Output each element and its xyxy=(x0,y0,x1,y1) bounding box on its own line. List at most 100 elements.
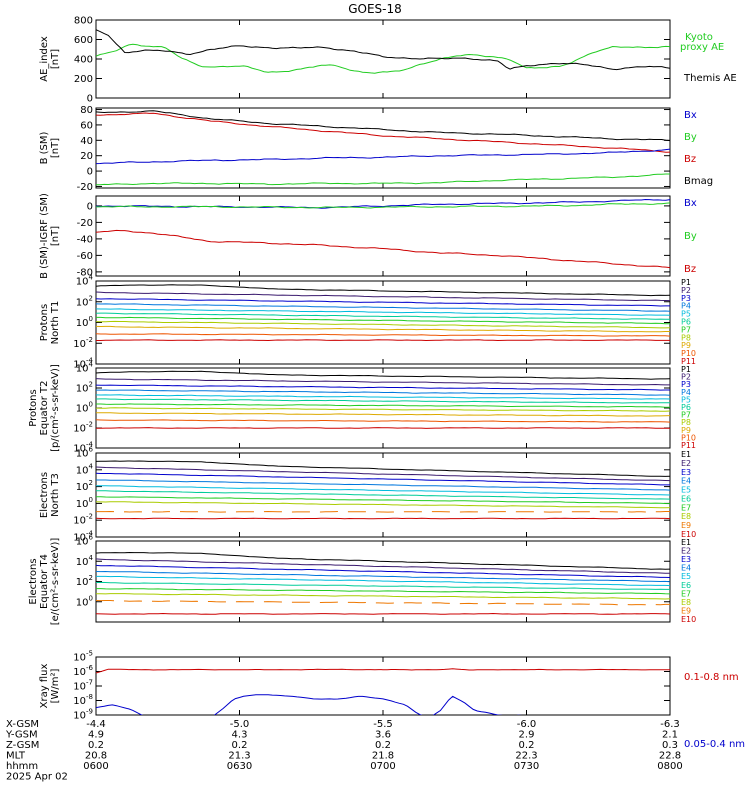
legend-entry: P7 xyxy=(681,411,691,420)
panel-5: 104 102 100 10-2 10-4 Protons Equator T2 [p/(cm… xyxy=(28,361,696,455)
channel-line xyxy=(96,320,670,329)
y-tick-label: 100 xyxy=(76,594,93,608)
y-tick-label: 106 xyxy=(76,534,94,548)
x-tick-label: 0800 xyxy=(657,761,682,772)
x-row-label: Y-GSM xyxy=(5,730,38,741)
y-axis-label: B (SM) xyxy=(39,131,50,164)
y-tick-label: 800 xyxy=(74,16,93,27)
y-axis-label: [e/(cm²-s-sr-keV)] xyxy=(50,538,61,626)
x-tick-label: -5.5 xyxy=(373,719,393,730)
channel-line xyxy=(96,389,670,396)
legend-entry: P5 xyxy=(681,310,691,319)
channel-line xyxy=(96,479,670,491)
y-axis-label: Electrons xyxy=(39,472,50,518)
legend-entry: E10 xyxy=(681,615,696,624)
panel-3: 0 -20 -40 -60 -80 B (SM)-IGRF (SM) [nT] Bx By Bz xyxy=(39,193,697,279)
y-tick-label: 40 xyxy=(80,136,93,147)
legend-entry: E4 xyxy=(681,564,691,573)
channel-line xyxy=(96,333,670,337)
channel-line xyxy=(96,558,670,574)
y-tick-label: 60 xyxy=(80,120,93,131)
panel-7: 106 104 102 100 Electrons Equator T4 [e/(cm²-s… xyxy=(28,534,696,626)
legend-entry: P5 xyxy=(681,395,691,404)
channel-line xyxy=(96,612,670,615)
y-tick-label: 10-2 xyxy=(73,513,93,527)
y-tick-label: 10-7 xyxy=(73,679,93,693)
x-row-label: hhmm xyxy=(6,761,38,772)
x-tick-label: -6.3 xyxy=(660,719,680,730)
y-tick-label: 10-5 xyxy=(73,650,93,664)
legend-entry: E1 xyxy=(681,538,691,547)
channel-line xyxy=(96,398,670,404)
channel-line xyxy=(96,407,670,412)
y-axis-label: [p/(cm²-s-sr-keV)] xyxy=(50,364,61,452)
channel-line xyxy=(96,419,670,423)
x-tick-label: 0.2 xyxy=(88,740,104,751)
legend-entry: E8 xyxy=(681,598,691,607)
y-tick-label: 102 xyxy=(76,479,93,493)
legend-entry: E7 xyxy=(681,589,691,598)
legend-entry: E6 xyxy=(681,494,691,503)
legend-entry: P9 xyxy=(681,426,691,435)
legend-entry: P1 xyxy=(681,278,691,287)
x-tick-label: 0600 xyxy=(83,761,108,772)
legend-entry: E2 xyxy=(681,547,691,556)
y-tick-label: 104 xyxy=(76,361,94,375)
legend-entry: P9 xyxy=(681,341,691,350)
legend-entry: P6 xyxy=(681,318,691,327)
legend-entry: Bx xyxy=(684,110,697,121)
channel-line xyxy=(96,588,670,595)
channel-line xyxy=(96,485,670,496)
series-line xyxy=(96,173,670,186)
x-tick-label: 4.9 xyxy=(88,730,104,741)
y-axis-label: Electrons xyxy=(28,558,39,604)
x-tick-label: 22.3 xyxy=(515,751,537,762)
y-tick-label: 10-4 xyxy=(73,530,93,544)
y-tick-label: 10-8 xyxy=(73,693,93,707)
x-row-label: X-GSM xyxy=(6,719,39,730)
y-tick-label: -80 xyxy=(77,267,93,278)
y-tick-label: 600 xyxy=(74,35,93,46)
y-axis-label: North T1 xyxy=(50,301,61,345)
legend-entry: E5 xyxy=(681,572,691,581)
x-tick-label: 0.2 xyxy=(519,740,535,751)
legend-entry: proxy AE xyxy=(680,42,724,53)
x-tick-label: 0700 xyxy=(370,761,395,772)
series-line xyxy=(96,43,670,74)
x-tick-label: 20.8 xyxy=(85,751,107,762)
series-line xyxy=(96,694,523,715)
legend-entry: P10 xyxy=(681,349,696,358)
channel-line xyxy=(96,551,670,570)
y-tick-label: 10-4 xyxy=(73,441,93,455)
channel-line xyxy=(96,427,670,429)
y-axis-label: AE_index xyxy=(39,36,50,82)
series-line xyxy=(96,112,670,153)
x-tick-label: -6.0 xyxy=(517,719,537,730)
legend-entry: P10 xyxy=(681,433,696,442)
channel-line xyxy=(96,412,670,417)
channel-line xyxy=(96,325,670,333)
y-axis-label: Equator T4 xyxy=(39,554,50,609)
y-tick-label: 100 xyxy=(76,401,93,415)
y-axis-label: B (SM)-IGRF (SM) xyxy=(39,193,50,279)
legend-entry: Kyoto xyxy=(685,32,713,43)
y-tick-label: -20 xyxy=(77,182,93,193)
x-row-label: Z-GSM xyxy=(6,740,39,751)
legend-entry: E7 xyxy=(681,503,691,512)
y-tick-label: 102 xyxy=(76,294,93,308)
x-tick-label: 21.3 xyxy=(228,751,250,762)
legend-entry: E5 xyxy=(681,486,691,495)
x-tick-label: -5.0 xyxy=(230,719,250,730)
channel-line xyxy=(96,460,670,477)
channel-line xyxy=(96,593,670,600)
channel-line xyxy=(96,472,670,486)
legend-entry: P8 xyxy=(681,418,691,427)
y-axis-label: North T3 xyxy=(50,473,61,517)
legend-entry: P7 xyxy=(681,325,691,334)
y-axis-label: Protons xyxy=(39,304,50,341)
channel-line xyxy=(96,291,670,302)
channel-line xyxy=(96,298,670,307)
legend-entry: P11 xyxy=(681,357,696,366)
